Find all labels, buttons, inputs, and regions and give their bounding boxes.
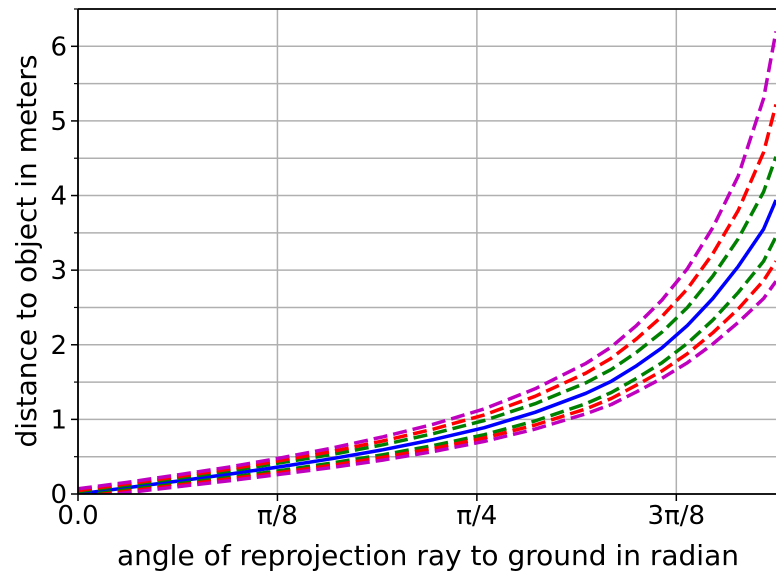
series-line-0	[78, 199, 776, 494]
grid-lines	[77, 8, 776, 495]
x-tick-label-1: π/8	[257, 501, 298, 531]
series-line-4	[90, 260, 776, 494]
tick-labels: 0 1 2 3 4 5 6 0.0 π/8 π/4 3π/8	[50, 32, 705, 531]
series-line-1	[78, 156, 776, 494]
x-tick-label-3: 3π/8	[648, 501, 706, 531]
y-tick-label-4: 4	[50, 182, 67, 212]
axes	[71, 8, 776, 501]
y-tick-label-3: 3	[50, 256, 67, 286]
series-lines	[78, 31, 776, 494]
y-tick-label-0: 0	[50, 480, 67, 510]
series-line-6	[101, 280, 776, 494]
x-tick-label-2: π/4	[456, 501, 497, 531]
x-axis-label: angle of reprojection ray to ground in r…	[117, 539, 739, 572]
x-tick-label-0: 0.0	[57, 501, 98, 531]
series-line-3	[78, 104, 776, 493]
y-tick-label-5: 5	[50, 107, 67, 137]
series-line-5	[78, 31, 776, 491]
y-tick-label-2: 2	[50, 331, 67, 361]
y-axis-label: distance to object in meters	[10, 55, 43, 448]
y-tick-label-6: 6	[50, 32, 67, 62]
y-tick-label-1: 1	[50, 405, 67, 435]
